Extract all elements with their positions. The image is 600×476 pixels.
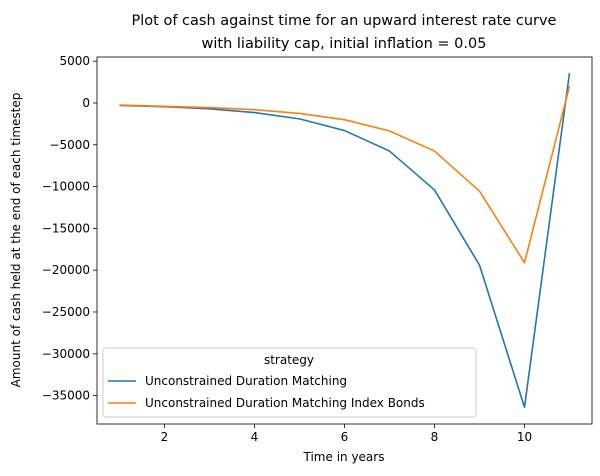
legend-title: strategy	[264, 353, 314, 367]
x-tick-label: 2	[161, 430, 169, 444]
legend: strategy Unconstrained Duration Matching…	[102, 347, 477, 418]
plot-area-frame	[96, 56, 593, 425]
y-axis-label: Amount of cash held at the end of each t…	[9, 93, 23, 388]
chart-title-line-2: with liability cap, initial inflation = …	[202, 36, 487, 52]
x-tick-labels: 2 4 6 8 10	[161, 430, 532, 444]
x-axis-label: Time in years	[303, 450, 385, 464]
chart-title-line-1: Plot of cash against time for an upward …	[132, 13, 557, 29]
y-tick-label: −10000	[42, 180, 90, 194]
legend-label-series-2: Unconstrained Duration Matching Index Bo…	[145, 396, 425, 410]
legend-label-series-1: Unconstrained Duration Matching	[145, 374, 347, 388]
x-tick-label: 8	[431, 430, 439, 444]
legend-box	[102, 347, 477, 418]
series-lines	[119, 72, 571, 409]
y-tick-label: 5000	[59, 54, 90, 68]
y-tick-label: −5000	[49, 138, 90, 152]
x-tick-label: 6	[341, 430, 349, 444]
series-line-2	[119, 86, 571, 264]
series-line-1	[119, 72, 571, 409]
y-tick-label: −30000	[42, 347, 90, 361]
tick-marks	[93, 60, 525, 428]
y-tick-label: 0	[82, 96, 90, 110]
y-tick-labels: 5000 0 −5000 −10000 −15000 −20000 −25000 −30000…	[42, 54, 90, 402]
y-tick-label: −15000	[42, 221, 90, 235]
x-tick-label: 4	[251, 430, 259, 444]
y-tick-label: −20000	[42, 263, 90, 277]
y-tick-label: −25000	[42, 305, 90, 319]
y-tick-label: −35000	[42, 389, 90, 403]
x-tick-label: 10	[517, 430, 532, 444]
